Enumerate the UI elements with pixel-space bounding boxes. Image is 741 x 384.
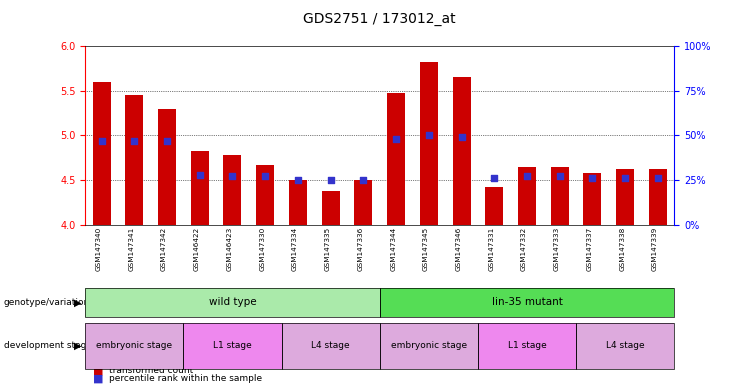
Text: percentile rank within the sample: percentile rank within the sample <box>109 374 262 383</box>
Point <box>619 175 631 181</box>
Bar <box>158 109 176 225</box>
Text: GSM147330: GSM147330 <box>259 227 265 271</box>
Bar <box>354 180 373 225</box>
Bar <box>551 167 569 225</box>
Text: GSM147345: GSM147345 <box>423 227 429 271</box>
Point <box>96 137 107 144</box>
Text: GSM147333: GSM147333 <box>554 227 559 271</box>
Text: L1 stage: L1 stage <box>508 341 546 350</box>
Point <box>227 173 239 179</box>
Bar <box>93 82 110 225</box>
Text: GSM147340: GSM147340 <box>96 227 102 271</box>
Point <box>488 175 500 181</box>
Point <box>554 173 565 179</box>
Bar <box>518 167 536 225</box>
Point <box>521 173 533 179</box>
Text: transformed count: transformed count <box>109 366 193 376</box>
Text: ■: ■ <box>93 366 103 376</box>
Text: embryonic stage: embryonic stage <box>96 341 173 350</box>
Text: L4 stage: L4 stage <box>311 341 350 350</box>
Text: ▶: ▶ <box>74 297 82 308</box>
Bar <box>453 77 471 225</box>
Text: development stage: development stage <box>4 341 92 350</box>
Text: GSM147344: GSM147344 <box>390 227 396 271</box>
Text: wild type: wild type <box>209 297 256 308</box>
Point <box>423 132 435 139</box>
Point <box>652 175 664 181</box>
Bar <box>485 187 503 225</box>
Text: ▶: ▶ <box>74 341 82 351</box>
Text: GSM147332: GSM147332 <box>521 227 527 271</box>
Bar <box>322 191 339 225</box>
Bar <box>224 155 242 225</box>
Point <box>325 177 336 183</box>
Text: GSM147331: GSM147331 <box>488 227 494 271</box>
Text: GSM147334: GSM147334 <box>292 227 298 271</box>
Point <box>194 172 206 178</box>
Bar <box>420 62 438 225</box>
Text: GSM147336: GSM147336 <box>357 227 363 271</box>
Point <box>259 173 271 179</box>
Text: ■: ■ <box>93 373 103 383</box>
Text: GSM147339: GSM147339 <box>652 227 658 271</box>
Point <box>292 177 304 183</box>
Bar <box>617 169 634 225</box>
Point <box>587 175 599 181</box>
Point <box>357 177 369 183</box>
Point <box>161 137 173 144</box>
Text: GDS2751 / 173012_at: GDS2751 / 173012_at <box>304 12 456 25</box>
Point <box>391 136 402 142</box>
Point <box>456 134 468 140</box>
Text: GSM147346: GSM147346 <box>456 227 462 271</box>
Bar <box>125 95 143 225</box>
Text: GSM147337: GSM147337 <box>586 227 593 271</box>
Text: GSM147335: GSM147335 <box>325 227 330 271</box>
Text: GSM147338: GSM147338 <box>619 227 625 271</box>
Text: GSM147341: GSM147341 <box>128 227 134 271</box>
Text: embryonic stage: embryonic stage <box>391 341 467 350</box>
Bar <box>190 151 209 225</box>
Bar <box>256 165 274 225</box>
Text: GSM147342: GSM147342 <box>161 227 167 271</box>
Bar <box>649 169 667 225</box>
Text: lin-35 mutant: lin-35 mutant <box>491 297 562 308</box>
Bar <box>289 180 307 225</box>
Bar <box>583 173 602 225</box>
Text: GSM146423: GSM146423 <box>227 227 233 271</box>
Text: L1 stage: L1 stage <box>213 341 252 350</box>
Text: L4 stage: L4 stage <box>606 341 645 350</box>
Point <box>128 137 140 144</box>
Text: genotype/variation: genotype/variation <box>4 298 90 307</box>
Bar <box>387 93 405 225</box>
Text: GSM146422: GSM146422 <box>193 227 200 271</box>
